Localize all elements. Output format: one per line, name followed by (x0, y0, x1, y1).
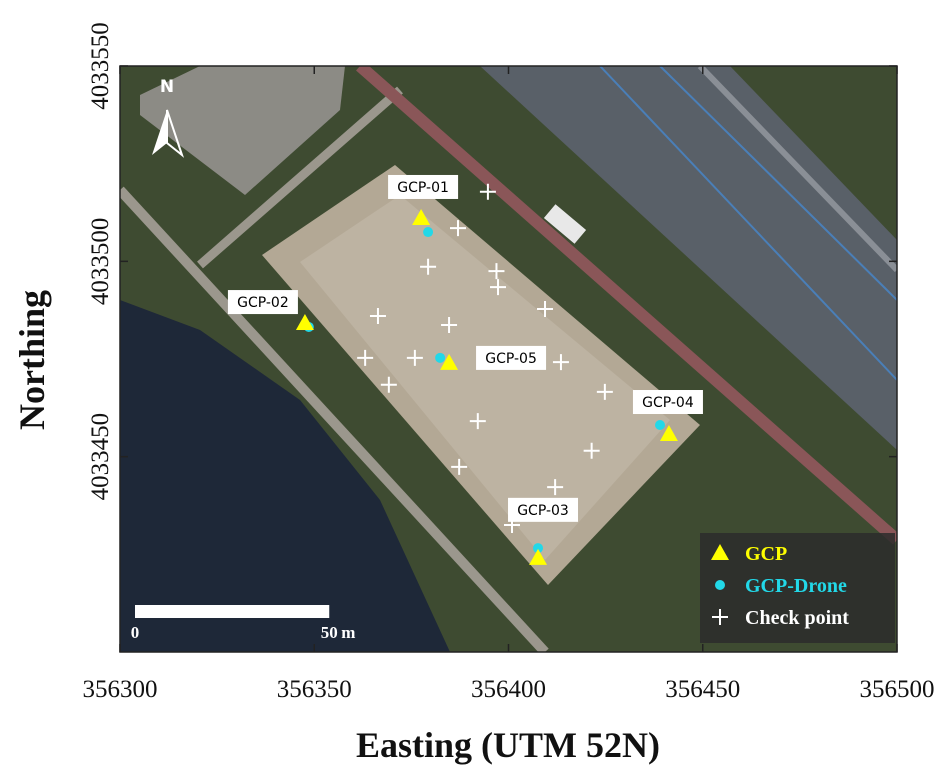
x-axis-title: Easting (UTM 52N) (356, 725, 660, 765)
y-tick-label: 4033550 (87, 22, 114, 110)
point-label: GCP-05 (485, 351, 537, 367)
x-tick-label: 356350 (277, 676, 352, 703)
x-tick-label: 356500 (860, 676, 935, 703)
scale-bar (135, 605, 329, 618)
y-tick-label: 4033450 (87, 413, 114, 501)
x-tick-label: 356300 (83, 676, 158, 703)
circle-point (423, 227, 433, 237)
y-tick-label: 4033500 (87, 218, 114, 306)
circle-point (655, 420, 665, 430)
scale-unit: m (341, 623, 355, 642)
scale-label: 0 (131, 623, 140, 642)
map-figure: N Easting (UTM 52N) Northing 356300 35635… (0, 0, 952, 771)
y-axis-title: Northing (12, 290, 52, 430)
legend-label: Check point (745, 607, 849, 629)
point-label: GCP-03 (517, 503, 569, 519)
x-tick-label: 356400 (471, 676, 546, 703)
circle-point (435, 353, 445, 363)
legend-marker (715, 580, 725, 590)
point-label: GCP-04 (642, 395, 694, 411)
scale-label: 50 (321, 623, 338, 642)
point-label: GCP-01 (397, 180, 449, 196)
legend-label: GCP (745, 543, 787, 565)
legend-label: GCP-Drone (745, 575, 847, 597)
point-label: GCP-02 (237, 295, 289, 311)
north-label: N (160, 77, 174, 97)
x-tick-label: 356450 (665, 676, 740, 703)
